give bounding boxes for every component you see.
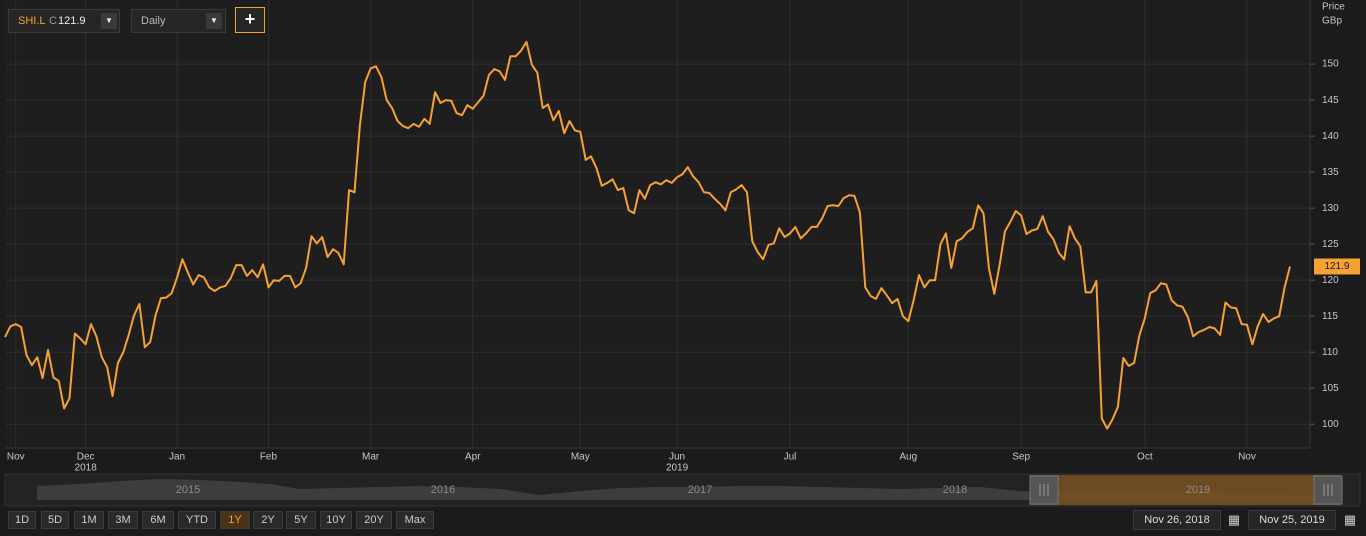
x-tick-label: Jan xyxy=(169,452,185,463)
navigator-handle[interactable] xyxy=(1313,475,1343,505)
x-tick-label: Apr xyxy=(465,452,481,463)
close-label: C xyxy=(49,15,57,27)
navigator-year: 2019 xyxy=(1186,484,1210,496)
grid xyxy=(5,0,1310,448)
range-button[interactable]: 5D xyxy=(41,511,69,529)
range-button[interactable]: 20Y xyxy=(356,511,392,529)
navigator-silhouette xyxy=(37,479,1315,500)
last-price-tag: 121.9 xyxy=(1314,258,1360,275)
x-tick-label: Nov xyxy=(1238,452,1256,463)
y-tick-label: 100 xyxy=(1322,419,1339,430)
close-price: 121.9 xyxy=(58,15,86,27)
range-button[interactable]: 1Y xyxy=(220,511,250,529)
date-from[interactable]: Nov 26, 2018 xyxy=(1133,510,1221,530)
handle-grip xyxy=(1039,484,1333,496)
x-tick-label: Jun xyxy=(669,452,685,463)
range-button[interactable]: 6M xyxy=(142,511,174,529)
interval-select[interactable]: Daily ▼ xyxy=(131,9,226,33)
dropdown-arrow[interactable]: ▼ xyxy=(206,13,222,29)
calendar-icon[interactable]: ▦ xyxy=(1227,512,1241,527)
x-tick-label: Feb xyxy=(260,452,278,463)
price-line xyxy=(4,40,1291,430)
y-tick-label: 110 xyxy=(1322,347,1338,358)
y-tick-label: 120 xyxy=(1322,275,1339,286)
y-tick-label: 105 xyxy=(1322,383,1339,394)
navigator-window[interactable] xyxy=(1030,475,1340,505)
last-price-label: 121.9 xyxy=(1324,261,1349,272)
y-tick-label: 140 xyxy=(1322,131,1339,142)
x-tick-label: May xyxy=(571,452,590,463)
range-button[interactable]: Max xyxy=(396,511,434,529)
x-tick-label: Dec xyxy=(77,452,95,463)
symbol-box[interactable]: SHI.L C 121.9 ▼ xyxy=(8,9,120,33)
x-tick-label: Jul xyxy=(784,452,797,463)
calendar-icon[interactable]: ▦ xyxy=(1343,512,1357,527)
range-button[interactable]: 10Y xyxy=(320,511,352,529)
x-group-label: 2018 xyxy=(75,463,98,474)
y-axis-unit: GBp xyxy=(1322,16,1342,27)
range-button[interactable]: YTD xyxy=(178,511,216,529)
y-tick-label: 145 xyxy=(1322,95,1339,106)
y-tick-label: 135 xyxy=(1322,167,1339,178)
range-button[interactable]: 5Y xyxy=(286,511,316,529)
plot-area xyxy=(5,0,1310,448)
x-tick-label: Nov xyxy=(7,452,25,463)
add-button[interactable]: + xyxy=(235,7,265,33)
navigator-year: 2018 xyxy=(943,484,967,496)
x-tick-label: Sep xyxy=(1012,452,1030,463)
x-tick-label: Oct xyxy=(1137,452,1153,463)
y-axis-title: Price xyxy=(1322,2,1345,13)
range-button[interactable]: 1M xyxy=(74,511,104,529)
x-group-label: 2019 xyxy=(666,463,689,474)
y-tick-label: 150 xyxy=(1322,59,1339,70)
navigator-year: 2015 xyxy=(176,484,200,496)
x-tick-label: Mar xyxy=(362,452,380,463)
interval: Daily xyxy=(141,15,166,27)
range-button[interactable]: 3M xyxy=(108,511,138,529)
range-button[interactable]: 2Y xyxy=(253,511,283,529)
y-tick-label: 130 xyxy=(1322,203,1339,214)
x-tick-label: Aug xyxy=(899,452,917,463)
last-price-box xyxy=(1314,258,1360,275)
dropdown-arrow[interactable]: ▼ xyxy=(101,13,117,29)
symbol: SHI.L xyxy=(18,15,46,27)
y-tick-label: 115 xyxy=(1322,311,1338,322)
date-to[interactable]: Nov 25, 2019 xyxy=(1248,510,1336,530)
y-tick-label: 125 xyxy=(1322,239,1339,250)
navigator-year: 2017 xyxy=(688,484,712,496)
range-button[interactable]: 1D xyxy=(8,511,36,529)
navigator-year: 2016 xyxy=(431,484,455,496)
